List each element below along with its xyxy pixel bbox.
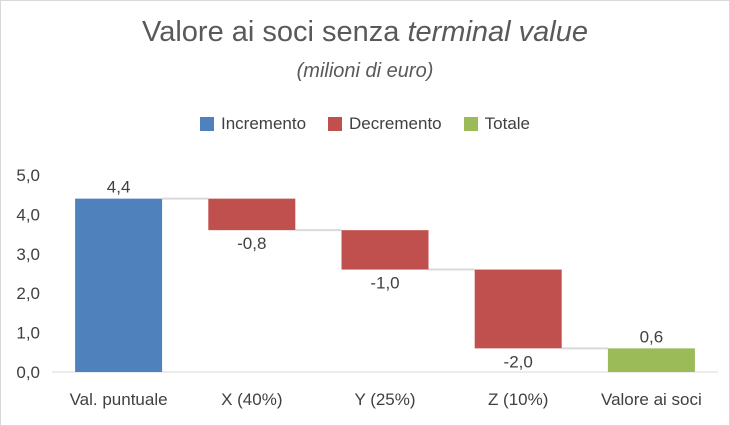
y-tick-label: 5,0 <box>16 166 40 185</box>
data-label: -2,0 <box>504 352 533 371</box>
chart-title-main: Valore ai soci senza <box>142 16 408 48</box>
y-tick-label: 4,0 <box>16 205 40 224</box>
y-tick-label: 0,0 <box>16 363 40 382</box>
bar-incremento <box>75 198 163 372</box>
data-label: 0,6 <box>640 327 664 346</box>
data-label: -1,0 <box>370 274 399 293</box>
y-tick-label: 1,0 <box>16 324 40 343</box>
data-label: -0,8 <box>237 234 266 253</box>
legend-swatch-totale <box>463 117 478 131</box>
legend-label-totale: Totale <box>484 114 531 133</box>
x-tick-label: Val. puntuale <box>70 390 168 409</box>
legend-item-totale: Totale <box>463 114 531 134</box>
bar-decremento <box>208 198 296 231</box>
bar-totale <box>607 348 695 372</box>
y-tick-label: 3,0 <box>16 245 40 264</box>
legend-item-incremento: Incremento <box>199 114 307 134</box>
x-tick-label: X (40%) <box>221 390 282 409</box>
x-tick-label: Valore ai soci <box>601 390 702 409</box>
x-tick-label: Z (10%) <box>488 390 548 409</box>
legend-label-incremento: Incremento <box>220 114 307 133</box>
legend-swatch-decremento <box>328 117 343 131</box>
chart-title-italic: terminal value <box>407 16 588 48</box>
bar-decremento <box>341 230 429 270</box>
chart-title: Valore ai soci senza terminal value <box>0 16 730 49</box>
bar-decremento <box>474 269 562 349</box>
legend-item-decremento: Decremento <box>328 114 442 134</box>
data-label: 4,4 <box>107 178 131 197</box>
legend-label-decremento: Decremento <box>349 114 442 133</box>
chart-subtitle: (milioni di euro) <box>296 60 434 82</box>
y-tick-label: 2,0 <box>16 284 40 303</box>
x-tick-label: Y (25%) <box>354 390 415 409</box>
chart-legend: Incremento Decremento Totale <box>0 114 730 134</box>
legend-swatch-incremento <box>199 117 214 131</box>
